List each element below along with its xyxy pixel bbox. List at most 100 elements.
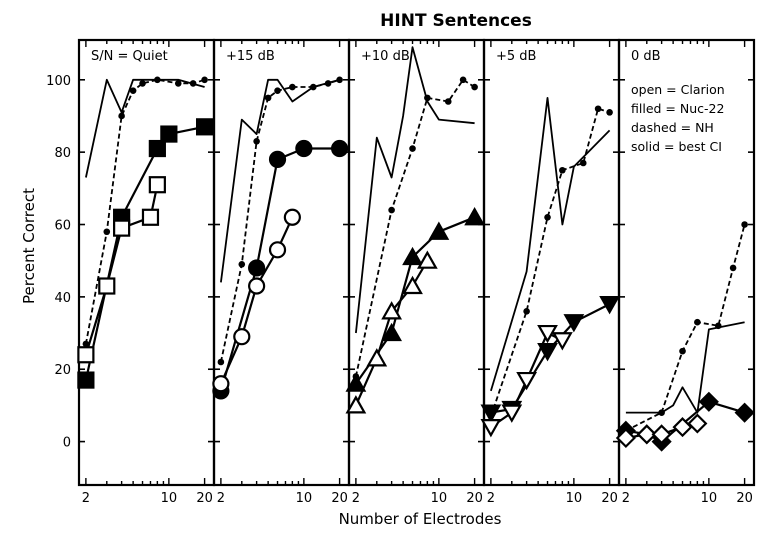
dot-marker-3 [694,318,701,326]
open-triangle-marker-2 [381,301,403,320]
dot-marker-6 [606,109,613,116]
x-tick-label: 20 [601,491,618,506]
filled-inverted-triangle-marker-4 [599,296,620,315]
x-axis-label: Number of Electrodes [339,510,502,528]
y-axis-label: Percent Correct [20,188,38,304]
panel-3: 2 10 20 +5 dB [480,38,621,506]
dot-marker-2 [679,347,686,355]
filled-inverted-triangle-marker-2 [537,343,558,362]
dot-marker-1 [103,228,111,236]
open-triangle-marker-3 [402,275,423,295]
legend-entry: solid = best CI [631,139,722,154]
y-tick-label: 100 [46,74,71,89]
filled-square-marker-4 [195,118,214,136]
filled-circle-marker-2 [268,150,287,168]
y-tick-label: 20 [54,363,71,378]
series-line-plain [490,97,611,392]
open-diamond-marker-0 [615,427,636,449]
series-line-filled-circle [219,147,340,392]
dot-marker-2 [118,112,125,120]
dot-marker-5 [289,83,296,91]
chart-title: HINT Sentences [380,11,532,31]
y-tick-label: 80 [54,146,71,161]
x-tick-label: 2 [82,491,90,506]
panel-title: 0 dB [631,49,661,64]
panel-frame [212,38,351,487]
open-square-marker-1 [98,277,116,295]
legend-entry: dashed = NH [631,120,714,135]
x-tick-label: 2 [487,491,495,506]
open-circle-marker-2 [248,277,266,295]
filled-inverted-triangle-marker-3 [563,314,585,333]
legend-entry: filled = Nuc-22 [631,101,724,116]
x-tick-label: 2 [622,491,630,506]
open-square-marker-0 [77,346,95,364]
dot-marker-1 [238,261,246,268]
open-diamond-marker-2 [651,424,672,445]
x-tick-label: 10 [431,491,448,506]
panel-2: 2 10 20 +10 dB [345,38,486,506]
dot-marker-3 [264,94,272,102]
filled-triangle-marker-3 [428,221,450,240]
x-tick-label: 20 [331,491,348,506]
dot-marker-5 [594,105,602,113]
x-tick-label: 10 [566,491,583,506]
series-line-filled-square [84,125,205,381]
panel-title: +5 dB [496,49,536,64]
panel-0: 0 20 40 60 80 100 2 10 20 S/N = Quiet [46,38,216,506]
open-circle-marker-3 [268,241,287,259]
dot-marker-1 [388,206,395,214]
filled-triangle-marker-0 [345,373,367,392]
panel-1: 2 10 20 +15 dB [212,38,351,506]
filled-diamond-marker-4 [734,402,755,423]
series-line-dot [355,78,476,377]
filled-circle-marker-4 [330,139,349,158]
dot-marker-6 [741,221,748,228]
filled-square-marker-3 [160,125,178,143]
open-circle-marker-0 [212,375,230,393]
filled-circle-marker-3 [295,139,313,158]
dot-marker-6 [174,80,182,87]
filled-square-marker-0 [77,371,95,389]
x-tick-label: 20 [466,491,483,506]
dot-marker-2 [409,145,416,152]
series-line-dot [625,224,746,432]
filled-circle-marker-1 [248,259,266,277]
panel-4: 2 10 20 0 dB [615,38,756,506]
y-tick-label: 60 [54,219,71,234]
dot-marker-5 [729,264,737,272]
legend: open = Clarion filled = Nuc-22 dashed = NH… [631,82,725,154]
series-line-open-circle [219,216,294,385]
open-circle-marker-1 [233,328,251,346]
x-tick-label: 20 [736,491,753,506]
open-square-marker-2 [113,219,131,237]
filled-triangle-marker-4 [464,207,485,226]
series-line-plain [85,78,205,178]
dot-marker-2 [253,138,260,145]
panel-frame [617,38,756,487]
panel-title: +10 dB [361,49,410,64]
legend-entry: open = Clarion [631,82,725,97]
dot-marker-4 [444,98,452,105]
series-line-filled-inverted-triangle [490,303,611,414]
y-tick-label: 40 [54,291,71,306]
x-tick-label: 2 [217,491,225,506]
panel-title: +15 dB [226,49,275,64]
open-inverted-triangle-marker-1 [501,404,523,423]
x-tick-label: 10 [296,491,313,506]
open-triangle-marker-1 [366,348,388,367]
filled-square-marker-2 [148,139,166,158]
filled-inverted-triangle-marker-0 [480,404,502,423]
series-line-plain [220,78,340,283]
dot-marker-4 [579,159,587,167]
x-tick-label: 10 [161,491,178,506]
open-diamond-marker-1 [636,424,657,445]
filled-triangle-marker-1 [381,322,403,342]
dot-marker-2 [544,213,551,221]
open-triangle-marker-4 [416,250,438,269]
open-inverted-triangle-marker-3 [537,324,558,344]
series-line-dot [220,78,340,363]
dot-marker-4 [274,87,281,94]
